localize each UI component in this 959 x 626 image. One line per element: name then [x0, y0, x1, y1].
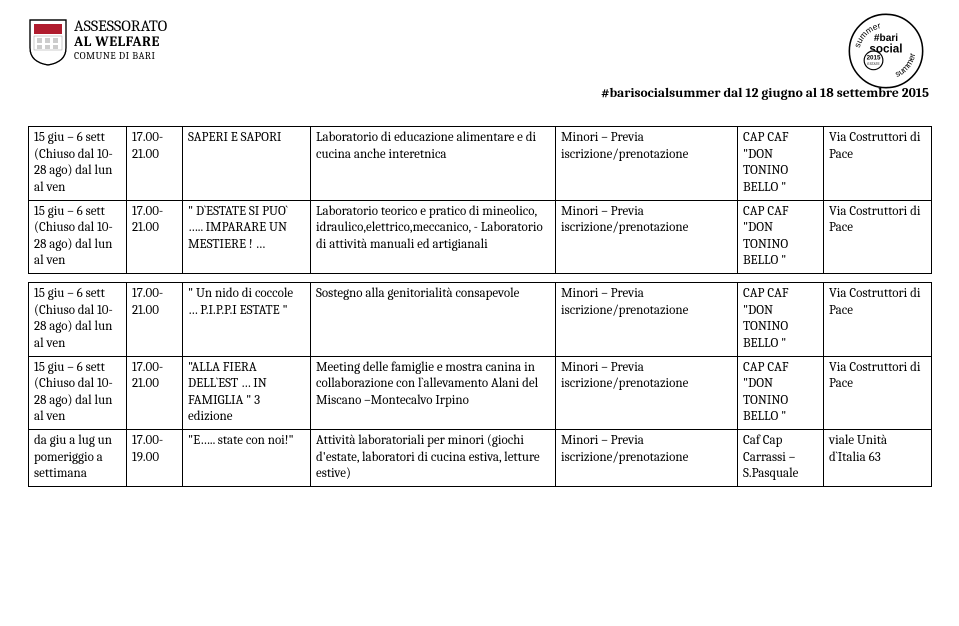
cell-desc: Sostegno alla genitorialità consapevole [311, 283, 556, 357]
cell-where: Via Costruttori di Pace [824, 127, 932, 201]
tables-area: 15 giu – 6 sett (Chiuso dal 10-28 ago) d… [28, 126, 931, 487]
table-row: 15 giu – 6 sett (Chiuso dal 10-28 ago) d… [29, 200, 932, 274]
cell-desc: Attività laboratoriali per minori (gioch… [311, 430, 556, 487]
cell-org: CAP CAF "DON TONINO BELLO " [738, 356, 824, 430]
hashtag-line: #barisocialsummer dal 12 giugno al 18 se… [601, 86, 929, 101]
cell-time: 17.00-21.00 [127, 356, 183, 430]
cell-title: SAPERI E SAPORI [183, 127, 311, 201]
crest-icon [28, 18, 68, 66]
cell-desc: Meeting delle famiglie e mostra canina i… [311, 356, 556, 430]
cell-desc: Laboratorio teorico e pratico di mineoli… [311, 200, 556, 274]
table-row: da giu a lug un pomeriggio a settimana 1… [29, 430, 932, 487]
org-text: ASSESSORATO AL WELFARE COMUNE DI BARI [74, 18, 167, 62]
cell-who: Minori – Previa iscrizione/prenotazione [556, 430, 738, 487]
cell-who: Minori – Previa iscrizione/prenotazione [556, 127, 738, 201]
table-row: 15 giu – 6 sett (Chiuso dal 10-28 ago) d… [29, 283, 932, 357]
cell-org: CAP CAF "DON TONINO BELLO " [738, 200, 824, 274]
cell-title: "E….. state con noi!" [183, 430, 311, 487]
cell-time: 17.00-19.00 [127, 430, 183, 487]
cell-title: " Un nido di coccole … P.I.P.P.I ESTATE … [183, 283, 311, 357]
table-row: 15 giu – 6 sett (Chiuso dal 10-28 ago) d… [29, 356, 932, 430]
table-gap [28, 274, 931, 282]
svg-text:2015: 2015 [867, 55, 881, 62]
cell-org: Caf Cap Carrassi – S.Pasquale [738, 430, 824, 487]
stamp-icon: summer summer #bari social 2015 ESTATE [847, 12, 925, 90]
cell-title: "ALLA FIERA DELL`EST … IN FAMIGLIA " 3 e… [183, 356, 311, 430]
schedule-table-2: 15 giu – 6 sett (Chiuso dal 10-28 ago) d… [28, 282, 932, 487]
cell-time: 17.00-21.00 [127, 127, 183, 201]
cell-org: CAP CAF "DON TONINO BELLO " [738, 283, 824, 357]
cell-dates: 15 giu – 6 sett (Chiuso dal 10-28 ago) d… [29, 127, 127, 201]
page: ASSESSORATO AL WELFARE COMUNE DI BARI su… [0, 0, 959, 626]
cell-where: Via Costruttori di Pace [824, 283, 932, 357]
cell-where: viale Unità d`Italia 63 [824, 430, 932, 487]
logo-left: ASSESSORATO AL WELFARE COMUNE DI BARI [28, 18, 167, 66]
cell-who: Minori – Previa iscrizione/prenotazione [556, 356, 738, 430]
cell-dates: da giu a lug un pomeriggio a settimana [29, 430, 127, 487]
svg-text:ESTATE: ESTATE [867, 62, 880, 66]
cell-where: Via Costruttori di Pace [824, 200, 932, 274]
org-line2: AL WELFARE [74, 35, 167, 50]
cell-time: 17.00-21.00 [127, 283, 183, 357]
cell-who: Minori – Previa iscrizione/prenotazione [556, 200, 738, 274]
cell-where: Via Costruttori di Pace [824, 356, 932, 430]
cell-dates: 15 giu – 6 sett (Chiuso dal 10-28 ago) d… [29, 283, 127, 357]
schedule-table-1: 15 giu – 6 sett (Chiuso dal 10-28 ago) d… [28, 126, 932, 274]
cell-time: 17.00-21.00 [127, 200, 183, 274]
cell-who: Minori – Previa iscrizione/prenotazione [556, 283, 738, 357]
cell-desc: Laboratorio di educazione alimentare e d… [311, 127, 556, 201]
table-row: 15 giu – 6 sett (Chiuso dal 10-28 ago) d… [29, 127, 932, 201]
cell-dates: 15 giu – 6 sett (Chiuso dal 10-28 ago) d… [29, 356, 127, 430]
org-line3: COMUNE DI BARI [74, 51, 167, 62]
cell-org: CAP CAF "DON TONINO BELLO " [738, 127, 824, 201]
cell-dates: 15 giu – 6 sett (Chiuso dal 10-28 ago) d… [29, 200, 127, 274]
header: ASSESSORATO AL WELFARE COMUNE DI BARI su… [28, 18, 931, 88]
cell-title: " D`ESTATE SI PUO` ….. IMPARARE UN MESTI… [183, 200, 311, 274]
